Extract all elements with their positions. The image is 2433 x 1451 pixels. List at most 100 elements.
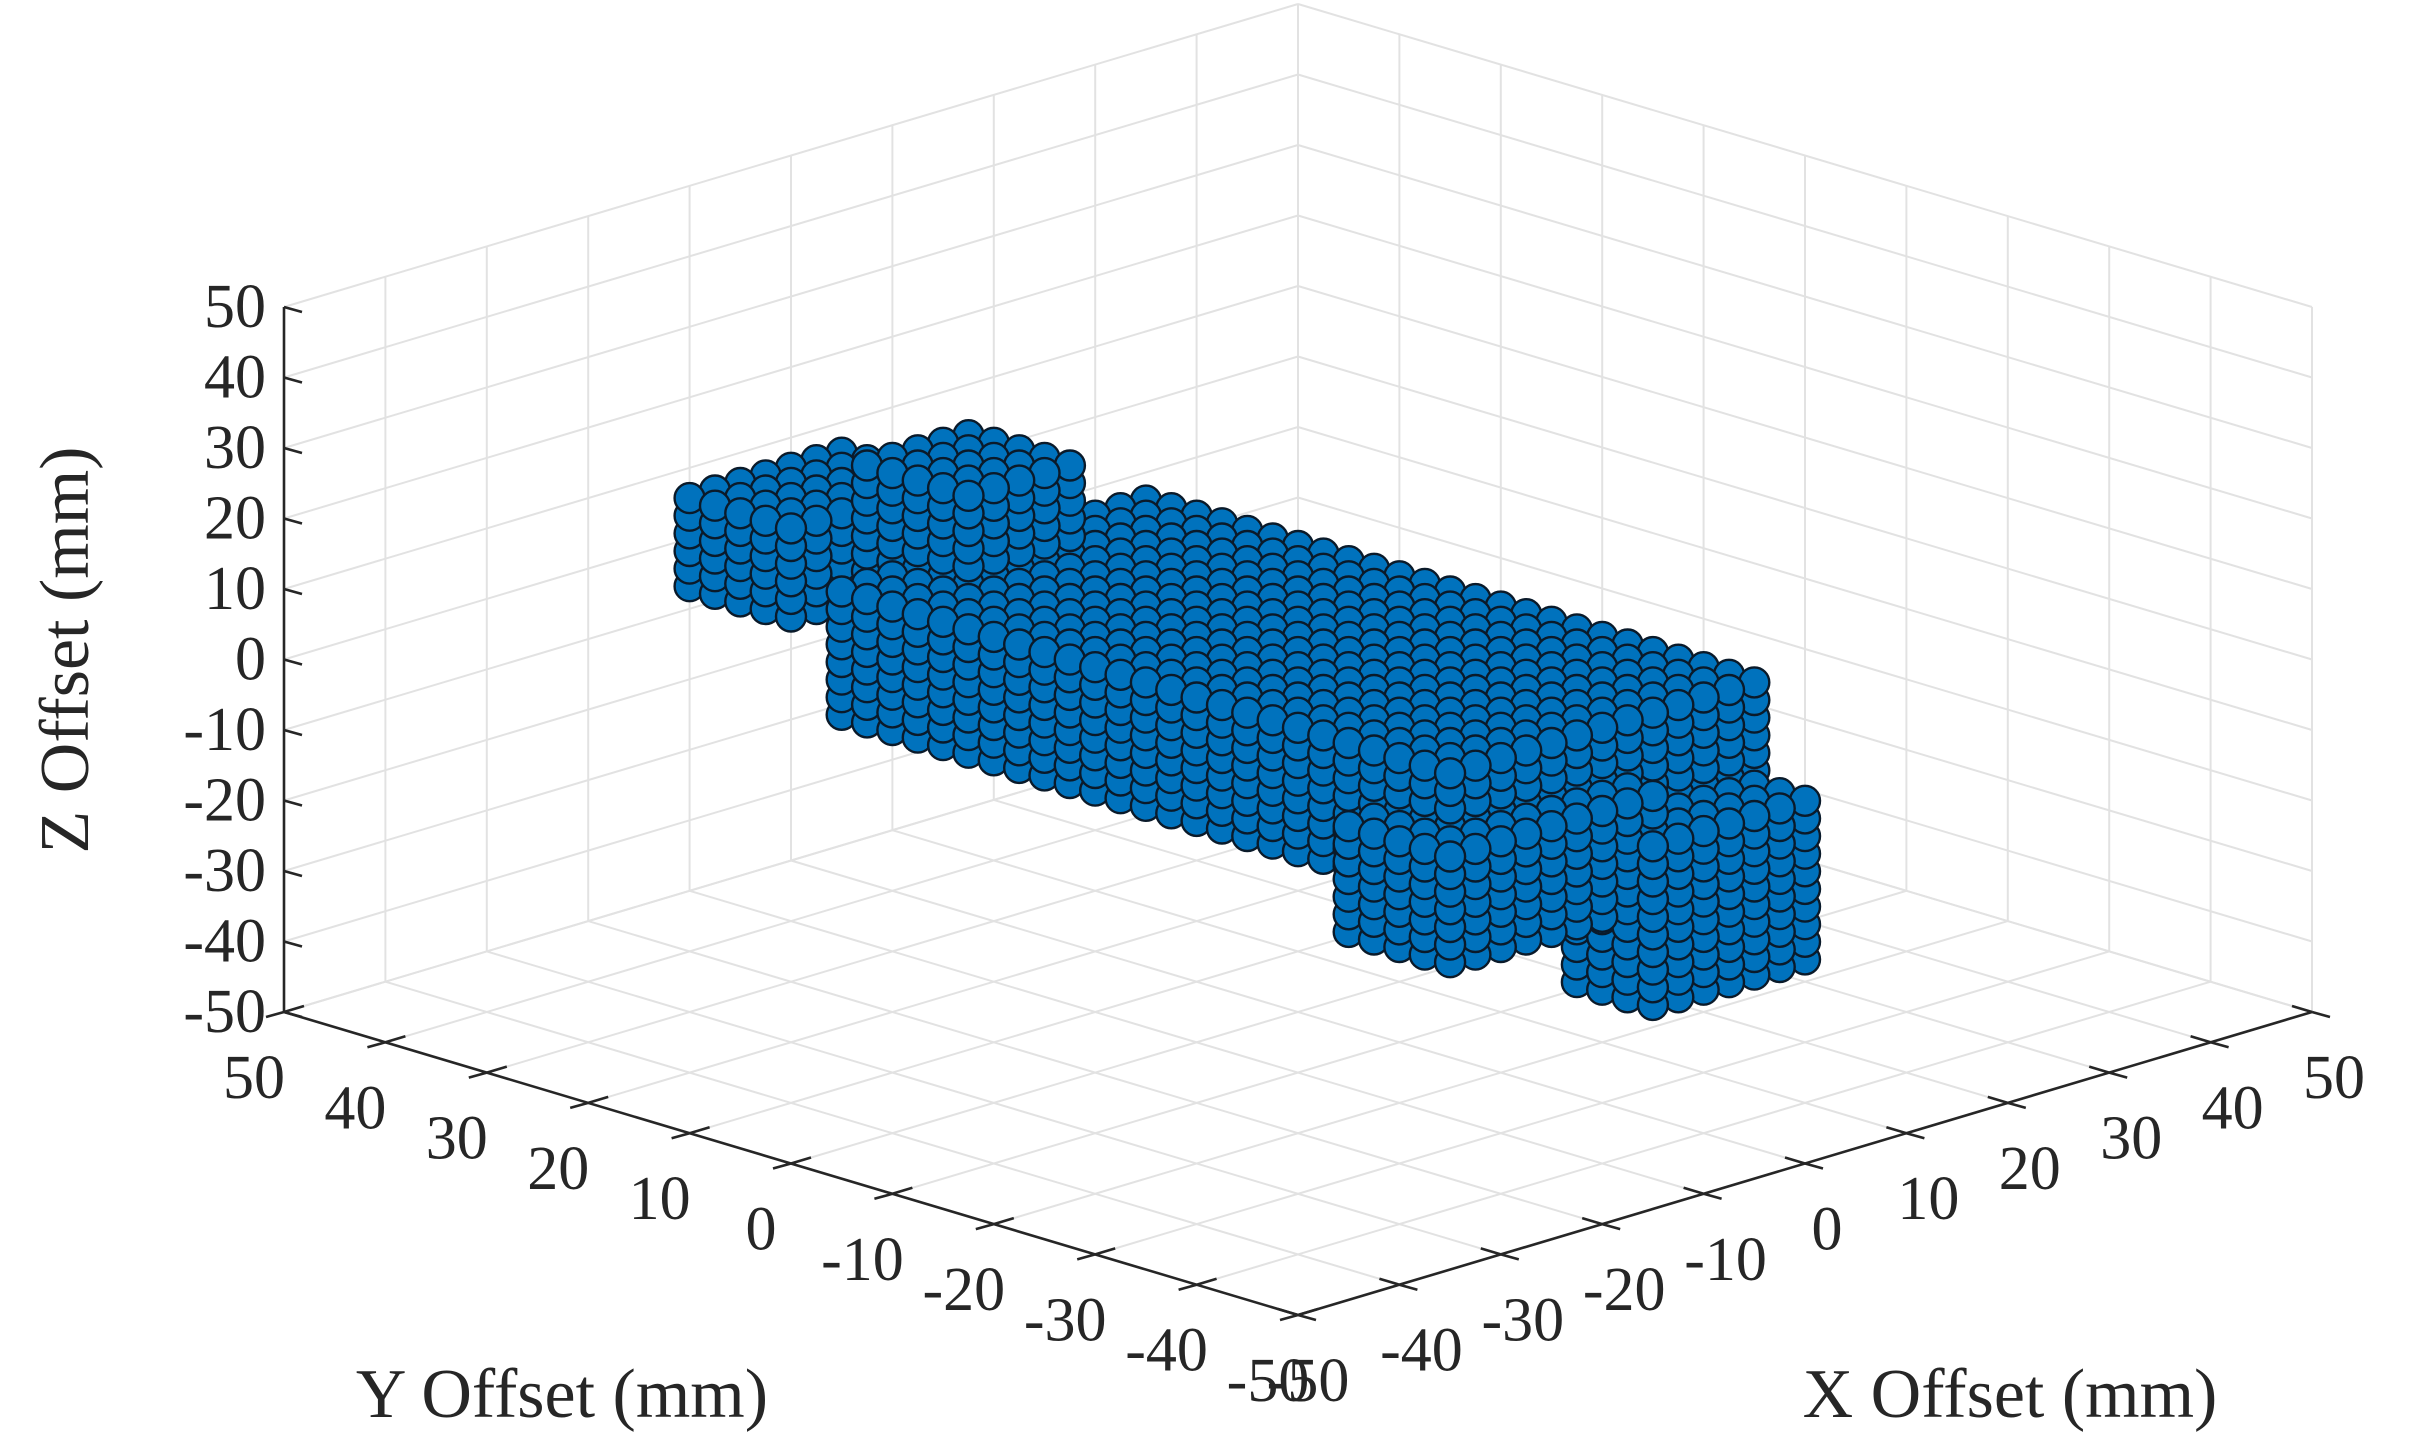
- y-tick-mark: [1076, 1253, 1096, 1261]
- data-point: [1636, 830, 1670, 863]
- y-tick-mark: [874, 1192, 893, 1201]
- z-tick-label: -20: [183, 767, 266, 835]
- side-wall-grid-line: [1297, 285, 2313, 590]
- x-tick-mark: [1581, 1216, 1603, 1226]
- x-tick-mark: [1297, 1313, 1317, 1322]
- z-tick-mark: [283, 1010, 303, 1019]
- z-tick-label: 40: [204, 344, 266, 412]
- data-point: [1433, 840, 1467, 873]
- data-point: [774, 512, 808, 545]
- y-tick-label: 30: [426, 1105, 488, 1173]
- side-wall-grid-line: [1297, 214, 2313, 520]
- x-tick-mark: [2108, 1071, 2128, 1079]
- z-tick-label: -10: [183, 696, 266, 764]
- x-tick-mark: [1784, 1156, 1806, 1165]
- y-tick-mark: [1196, 1277, 1217, 1286]
- y-tick-mark: [385, 1035, 406, 1044]
- x-tick-label: -50: [1267, 1347, 1350, 1415]
- y-tick-mark: [1178, 1283, 1197, 1291]
- z-tick-label: 50: [204, 273, 266, 341]
- x-tick-label: -10: [1684, 1226, 1767, 1294]
- y-tick-label: -10: [821, 1226, 904, 1294]
- back-wall-grid-line: [283, 3, 1299, 308]
- y-tick-mark: [265, 1010, 285, 1019]
- x-tick-mark: [1906, 1131, 1925, 1140]
- data-point: [1433, 757, 1467, 790]
- x-tick-mark: [1804, 1162, 1824, 1170]
- y-tick-mark: [468, 1071, 488, 1079]
- x-tick-label: 50: [2303, 1044, 2365, 1112]
- x-axis-title: X Offset (mm): [1803, 1356, 2218, 1433]
- y-tick-mark: [772, 1162, 792, 1170]
- x-tick-mark: [2291, 1004, 2313, 1014]
- y-axis-title: Y Offset (mm): [356, 1356, 768, 1433]
- z-tick-label: -30: [183, 837, 266, 905]
- y-tick-mark: [671, 1131, 690, 1140]
- x-tick-label: -30: [1481, 1286, 1564, 1354]
- y-tick-mark: [569, 1101, 589, 1110]
- y-tick-label: 0: [746, 1196, 777, 1264]
- z-tick-mark: [283, 869, 303, 878]
- x-tick-mark: [1277, 1307, 1299, 1317]
- z-tick-label: 20: [204, 485, 266, 553]
- back-wall-grid-line: [283, 285, 1299, 590]
- side-wall-grid-line: [1297, 355, 2313, 661]
- points-layer: [673, 419, 1822, 1022]
- y-tick-label: 40: [324, 1074, 386, 1142]
- y-tick-mark: [993, 1216, 1015, 1226]
- z-tick-mark: [283, 940, 303, 948]
- y-tick-label: 20: [527, 1135, 589, 1203]
- x-tick-label: -40: [1380, 1317, 1463, 1385]
- x-tick-label: 0: [1812, 1196, 1843, 1264]
- z-axis-title: Z Offset (mm): [27, 447, 104, 854]
- x-tick-mark: [1601, 1222, 1621, 1231]
- side-wall-grid-line: [1297, 73, 2313, 379]
- side-wall-grid-line: [1297, 144, 2313, 449]
- y-tick-mark: [975, 1222, 995, 1231]
- x-tick-label: 30: [2100, 1105, 2162, 1173]
- y-tick-label: 10: [629, 1165, 691, 1233]
- x-tick-mark: [1500, 1253, 1520, 1261]
- x-tick-mark: [2007, 1101, 2027, 1110]
- z-tick-label: 0: [235, 626, 266, 694]
- back-wall-grid-line: [283, 214, 1299, 520]
- y-tick-mark: [486, 1065, 508, 1074]
- x-tick-label: 40: [2202, 1074, 2264, 1142]
- y-tick-label: -20: [922, 1256, 1005, 1324]
- x-tick-mark: [1987, 1095, 2009, 1105]
- y-tick-mark: [1279, 1313, 1299, 1322]
- x-tick-mark: [2311, 1010, 2331, 1019]
- x-tick-mark: [1399, 1283, 1418, 1291]
- axes-layer: [265, 305, 2331, 1322]
- x-tick-mark: [1703, 1192, 1722, 1201]
- z-tick-label: -50: [183, 978, 266, 1046]
- x-tick-label: 10: [1897, 1165, 1959, 1233]
- x-tick-mark: [2190, 1035, 2211, 1044]
- x-tick-mark: [1379, 1277, 1400, 1286]
- z-tick-label: 10: [204, 555, 266, 623]
- z-tick-mark: [283, 305, 303, 314]
- y-tick-label: -30: [1024, 1286, 1107, 1354]
- y-tick-mark: [689, 1125, 710, 1135]
- z-tick-label: -40: [183, 908, 266, 976]
- x-tick-mark: [1480, 1247, 1502, 1256]
- x-tick-mark: [2088, 1065, 2110, 1074]
- y-tick-mark: [367, 1041, 386, 1049]
- z-tick-mark: [283, 376, 303, 384]
- x-tick-label: 20: [1999, 1135, 2061, 1203]
- z-tick-mark: [283, 799, 303, 807]
- y-tick-label: 50: [223, 1044, 285, 1112]
- x-tick-mark: [1886, 1125, 1907, 1135]
- y-tick-mark: [1094, 1247, 1116, 1256]
- z-tick-mark: [283, 728, 303, 737]
- y-tick-mark: [790, 1156, 812, 1165]
- z-tick-mark: [283, 517, 303, 525]
- x-tick-label: -20: [1583, 1256, 1666, 1324]
- z-tick-mark: [283, 587, 303, 596]
- data-point: [952, 479, 985, 512]
- floor-grid-line: [892, 829, 1907, 1135]
- side-wall-grid-line: [1297, 3, 2313, 308]
- y-tick-mark: [587, 1095, 609, 1105]
